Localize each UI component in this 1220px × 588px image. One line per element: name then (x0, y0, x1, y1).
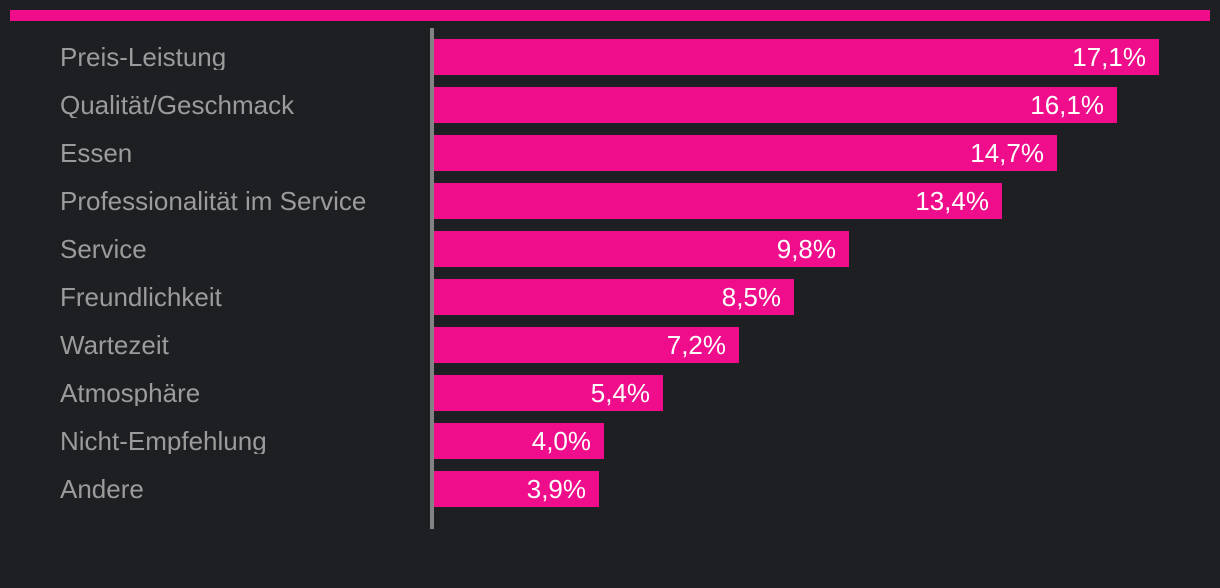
bar-row: Essen 14,7% (0, 129, 1220, 177)
category-label: Freundlichkeit (60, 284, 222, 310)
bar: 5,4% (434, 375, 663, 411)
bar: 7,2% (434, 327, 739, 363)
value-label: 3,9% (526, 474, 586, 504)
bar-row: Nicht-Empfehlung 4,0% (0, 417, 1220, 465)
bar: 3,9% (434, 471, 599, 507)
value-label: 9,8% (776, 234, 836, 264)
category-label: Service (60, 236, 147, 262)
value-label: 13,4% (915, 186, 989, 216)
value-label: 8,5% (721, 282, 781, 312)
category-label: Andere (60, 476, 144, 502)
bar: 13,4% (434, 183, 1002, 219)
value-label: 7,2% (666, 330, 726, 360)
value-label: 16,1% (1030, 90, 1104, 120)
category-label: Nicht-Empfehlung (60, 428, 267, 454)
bar-rows: Preis-Leistung 17,1% Qualität/Geschmack 16,… (0, 33, 1220, 513)
bar: 17,1% (434, 39, 1159, 75)
bar-row: Service 9,8% (0, 225, 1220, 273)
value-label: 14,7% (970, 138, 1044, 168)
bar-row: Qualität/Geschmack 16,1% (0, 81, 1220, 129)
bar: 8,5% (434, 279, 794, 315)
bar: 4,0% (434, 423, 604, 459)
bar: 14,7% (434, 135, 1057, 171)
category-label: Qualität/Geschmack (60, 92, 295, 118)
category-label: Wartezeit (60, 332, 169, 358)
y-axis-line (430, 28, 434, 529)
category-label: Professionalität im Service (60, 188, 367, 214)
value-label: 5,4% (590, 378, 650, 408)
category-label: Atmosphäre (60, 380, 201, 406)
bar-row: Professionalität im Service 13,4% (0, 177, 1220, 225)
bar: 16,1% (434, 87, 1117, 123)
bar-row: Freundlichkeit 8,5% (0, 273, 1220, 321)
bar: 9,8% (434, 231, 849, 267)
bar-row: Preis-Leistung 17,1% (0, 33, 1220, 81)
bar-row: Atmosphäre 5,4% (0, 369, 1220, 417)
value-label: 17,1% (1072, 42, 1146, 72)
accent-stripe (10, 10, 1210, 21)
value-label: 4,0% (531, 426, 591, 456)
bar-row: Andere 3,9% (0, 465, 1220, 513)
bar-row: Wartezeit 7,2% (0, 321, 1220, 369)
category-label: Preis-Leistung (60, 44, 227, 70)
category-label: Essen (60, 140, 133, 166)
